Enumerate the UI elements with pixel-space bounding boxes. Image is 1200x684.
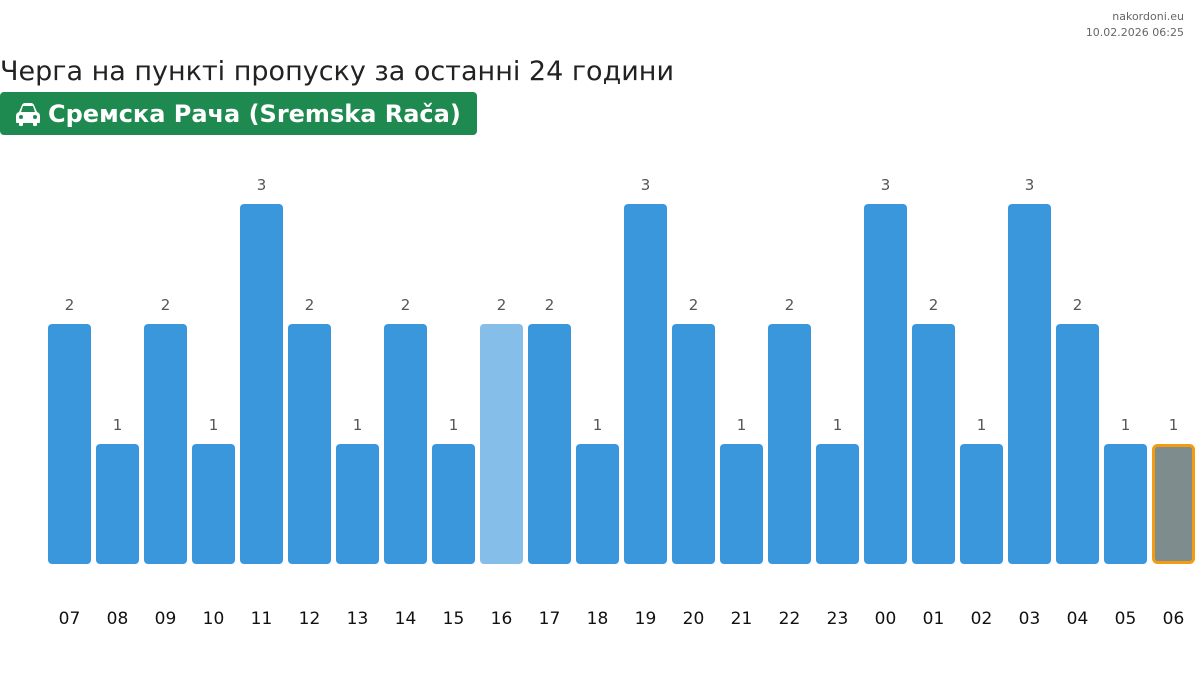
page-title: Черга на пункті пропуску за останні 24 г…: [0, 56, 674, 87]
value-label-10: 1: [209, 416, 219, 434]
value-label-18: 1: [593, 416, 603, 434]
bar-12: [288, 324, 331, 564]
hour-label-13: 13: [347, 609, 369, 629]
bar-17: [528, 324, 571, 564]
hour-label-04: 04: [1067, 609, 1089, 629]
hour-label-14: 14: [395, 609, 417, 629]
bar-14: [384, 324, 427, 564]
value-label-11: 3: [257, 176, 267, 194]
bar-13: [336, 444, 379, 564]
value-label-23: 1: [833, 416, 843, 434]
hour-label-05: 05: [1115, 609, 1137, 629]
bar-02: [960, 444, 1003, 564]
value-label-19: 3: [641, 176, 651, 194]
value-label-06: 1: [1169, 416, 1179, 434]
hour-label-20: 20: [683, 609, 705, 629]
value-label-17: 2: [545, 296, 555, 314]
hour-label-11: 11: [251, 609, 273, 629]
car-icon: [14, 102, 42, 126]
bar-01: [912, 324, 955, 564]
value-label-13: 1: [353, 416, 363, 434]
hour-label-01: 01: [923, 609, 945, 629]
hour-label-15: 15: [443, 609, 465, 629]
value-label-02: 1: [977, 416, 987, 434]
hour-label-23: 23: [827, 609, 849, 629]
bar-03: [1008, 204, 1051, 564]
hour-label-00: 00: [875, 609, 897, 629]
value-label-03: 3: [1025, 176, 1035, 194]
bar-21: [720, 444, 763, 564]
value-label-16: 2: [497, 296, 507, 314]
bar-10: [192, 444, 235, 564]
bar-22: [768, 324, 811, 564]
value-label-12: 2: [305, 296, 315, 314]
value-label-22: 2: [785, 296, 795, 314]
hour-label-07: 07: [59, 609, 81, 629]
value-label-04: 2: [1073, 296, 1083, 314]
bar-16: [480, 324, 523, 564]
bar-09: [144, 324, 187, 564]
bar-11: [240, 204, 283, 564]
hour-label-08: 08: [107, 609, 129, 629]
value-label-01: 2: [929, 296, 939, 314]
bar-07: [48, 324, 91, 564]
checkpoint-name: Сремска Рача (Sremska Rača): [48, 99, 461, 128]
bar-08: [96, 444, 139, 564]
site-info: nakordoni.eu 10.02.2026 06:25: [1086, 9, 1184, 41]
value-label-08: 1: [113, 416, 123, 434]
value-label-21: 1: [737, 416, 747, 434]
bar-05: [1104, 444, 1147, 564]
bar-23: [816, 444, 859, 564]
bar-04: [1056, 324, 1099, 564]
value-label-07: 2: [65, 296, 75, 314]
hour-label-06: 06: [1163, 609, 1185, 629]
hour-label-19: 19: [635, 609, 657, 629]
checkpoint-badge: Сремска Рача (Sremska Rača): [0, 92, 477, 135]
hour-label-03: 03: [1019, 609, 1041, 629]
value-label-05: 1: [1121, 416, 1131, 434]
bar-18: [576, 444, 619, 564]
bar-06: [1152, 444, 1195, 564]
bar-00: [864, 204, 907, 564]
timestamp: 10.02.2026 06:25: [1085, 26, 1184, 39]
hour-label-16: 16: [491, 609, 513, 629]
value-label-20: 2: [689, 296, 699, 314]
bar-15: [432, 444, 475, 564]
value-label-00: 3: [881, 176, 891, 194]
hour-label-10: 10: [203, 609, 225, 629]
value-label-09: 2: [161, 296, 171, 314]
bar-19: [624, 204, 667, 564]
bar-20: [672, 324, 715, 564]
hour-label-09: 09: [155, 609, 177, 629]
value-label-14: 2: [401, 296, 411, 314]
value-label-15: 1: [449, 416, 459, 434]
hour-label-22: 22: [779, 609, 801, 629]
hour-label-17: 17: [539, 609, 561, 629]
hour-label-12: 12: [299, 609, 321, 629]
site-name: nakordoni.eu: [1112, 10, 1184, 23]
hour-label-21: 21: [731, 609, 753, 629]
hour-label-18: 18: [587, 609, 609, 629]
hour-label-02: 02: [971, 609, 993, 629]
